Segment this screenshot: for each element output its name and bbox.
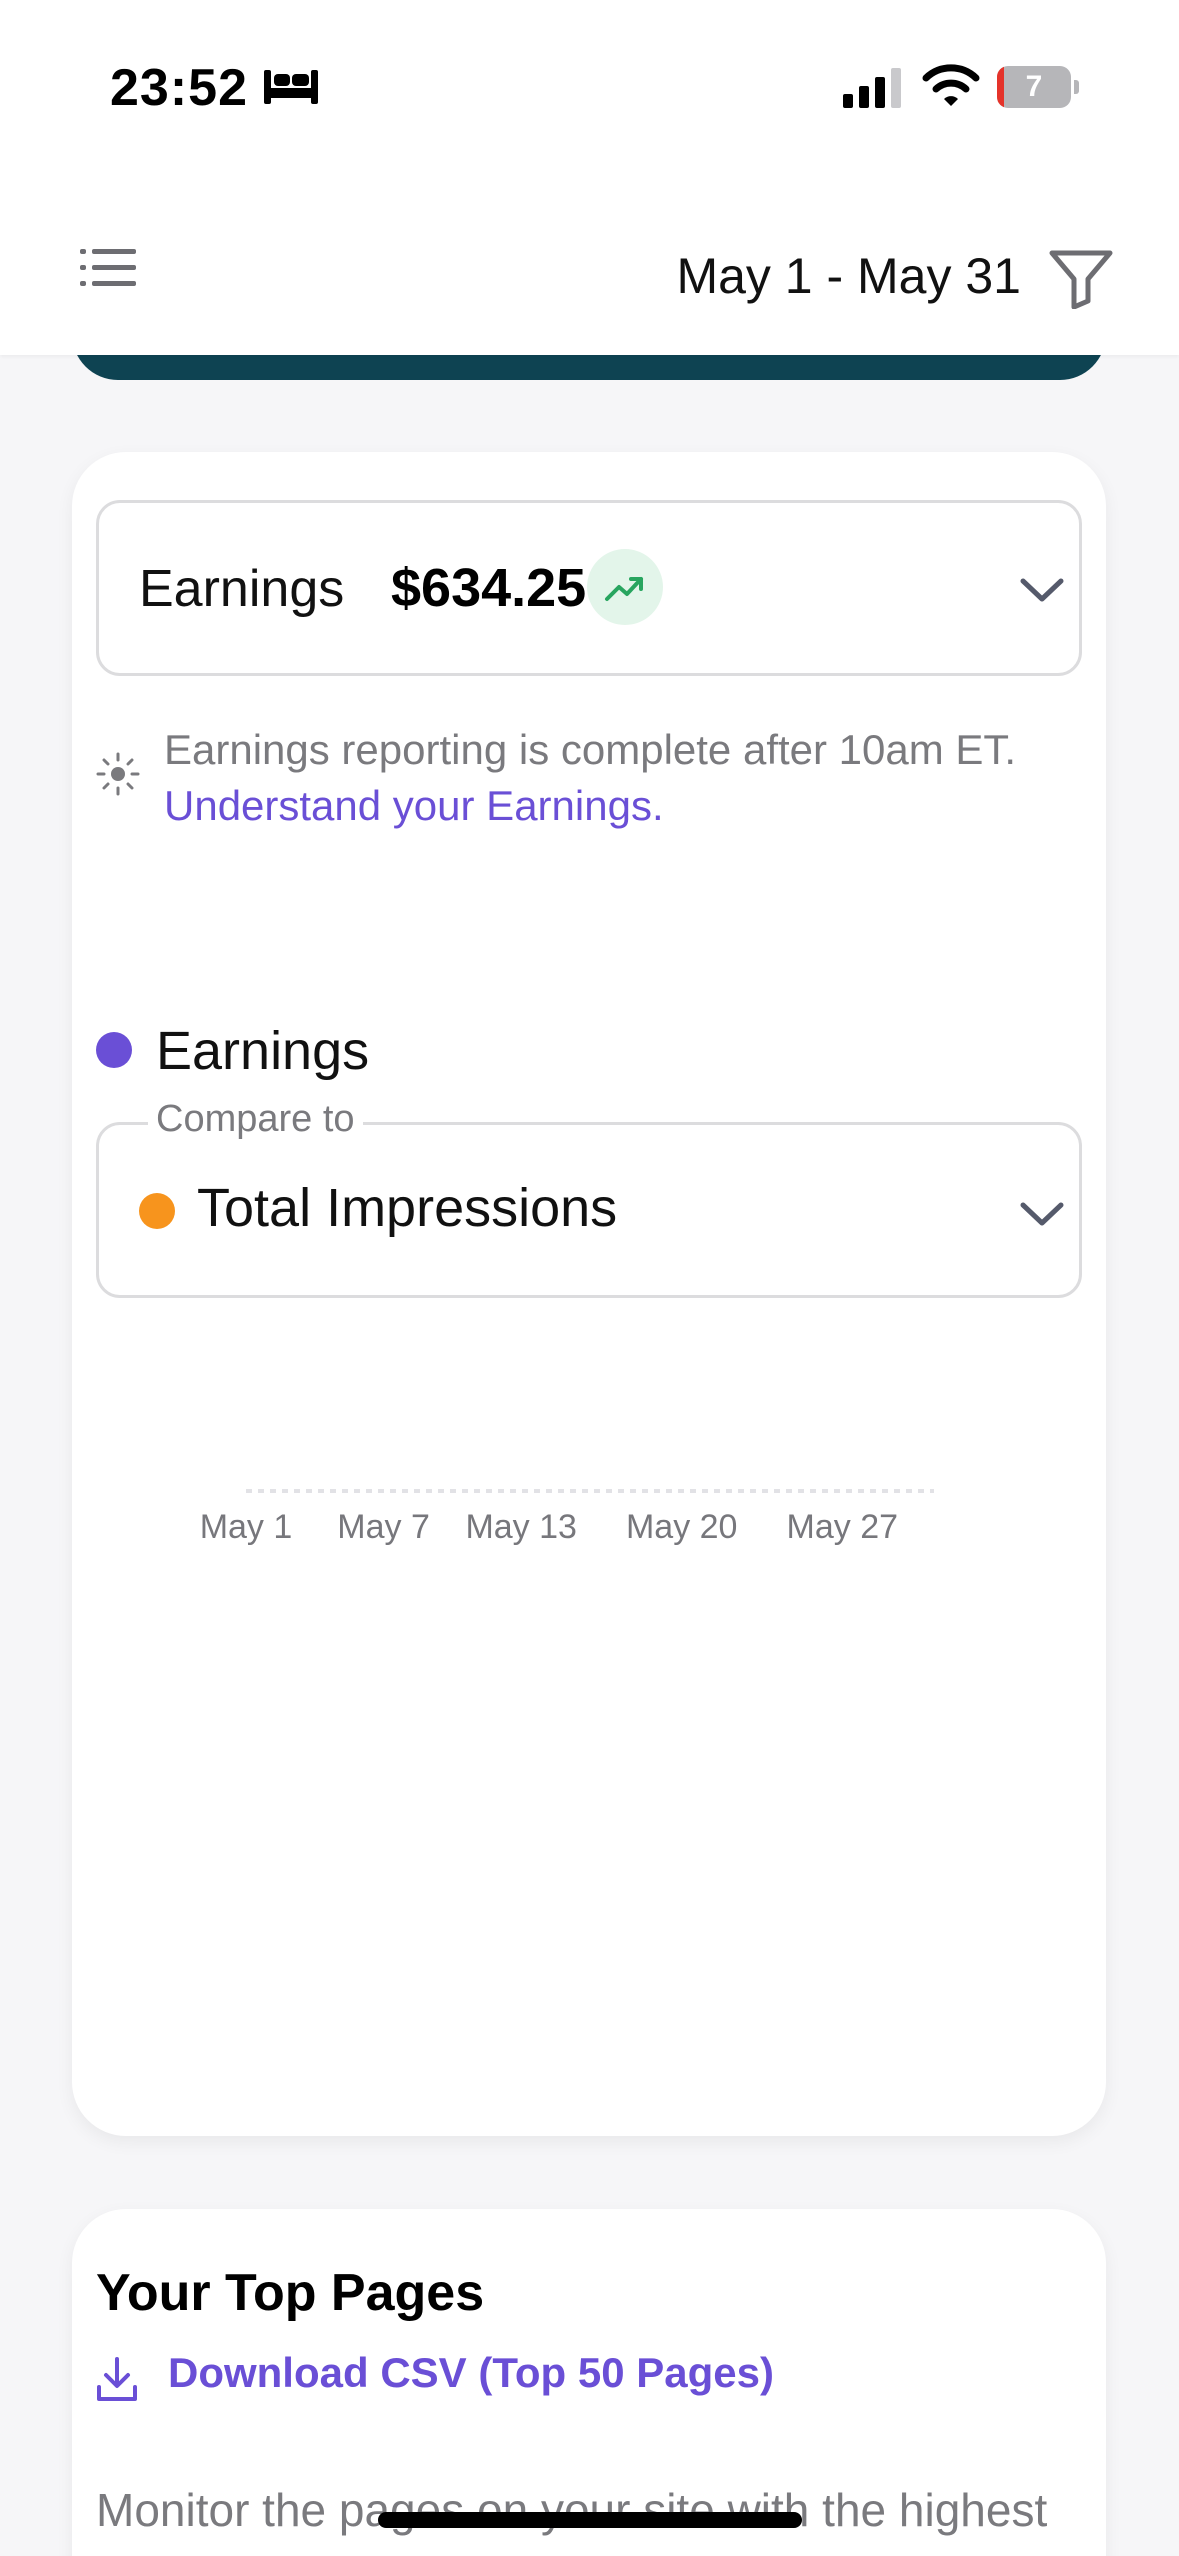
x-tick-label: May 27 [787,1508,899,1546]
filter-icon[interactable] [1048,249,1114,309]
reporting-info-text: Earnings reporting is complete after 10a… [164,726,1017,773]
left-tick-label: $0 [184,1442,222,1447]
status-time: 23:52 [110,59,248,117]
x-tick-label: May 7 [337,1508,430,1546]
x-tick-label: May 1 [200,1508,293,1546]
battery-indicator: 7 [997,66,1079,108]
earnings-legend-label: Earnings [156,1021,370,1081]
date-range-selector[interactable]: May 1 - May 31 [676,248,1021,304]
understand-earnings-link[interactable]: Understand your Earnings. [164,782,664,829]
chevron-down-icon [1020,578,1064,602]
left-axis: $0$10$20$30 [184,1442,222,1447]
trending-up-icon [605,577,643,601]
app-header: May 1 - May 31 [0,175,1179,355]
metric-value: $634.25 [391,558,587,618]
trend-badge [587,549,663,625]
compare-to-caption: Compare to [148,1098,363,1141]
top-pages-card: Your Top Pages Download CSV (Top 50 Page… [72,2209,1106,2556]
chevron-down-icon [1020,1202,1064,1226]
status-bar: 23:52 7 [0,0,1179,175]
wifi-icon [922,64,980,106]
menu-icon[interactable] [80,247,136,289]
x-tick-label: May 13 [465,1508,577,1546]
battery-level: 7 [1025,70,1043,103]
x-axis: May 1 May 7 May 13 May 20 May 27 [200,1489,934,1546]
bed-icon [264,70,318,104]
right-tick-label: 0 [956,1442,975,1447]
top-pages-title: Your Top Pages [96,2264,485,2322]
top-pages-description: Monitor the pages on your site with the … [96,2484,1048,2536]
compare-to-dropdown[interactable]: Total Impressions [96,1122,1082,1298]
earnings-legend-dot [96,1032,132,1068]
x-tick-label: May 20 [626,1508,738,1546]
compare-value: Total Impressions [197,1178,618,1238]
sun-icon [96,752,140,796]
right-axis: 010K20K30K40K [956,1442,975,1447]
cellular-signal-icon [843,68,901,108]
download-csv-link[interactable]: Download CSV (Top 50 Pages) [168,2349,774,2396]
impressions-legend-dot [139,1193,175,1229]
metric-label: Earnings [139,560,345,618]
earnings-metric-dropdown[interactable]: Earnings $634.25 [96,500,1082,676]
home-indicator[interactable] [378,2512,802,2528]
download-icon[interactable] [96,2355,138,2403]
earnings-card: Earnings $634.25 Earnings reporting is c… [72,452,1106,2136]
